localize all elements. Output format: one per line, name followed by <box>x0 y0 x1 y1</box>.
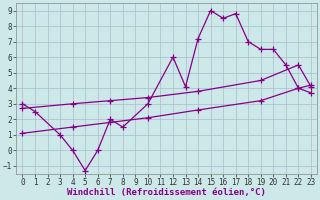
X-axis label: Windchill (Refroidissement éolien,°C): Windchill (Refroidissement éolien,°C) <box>67 188 266 197</box>
